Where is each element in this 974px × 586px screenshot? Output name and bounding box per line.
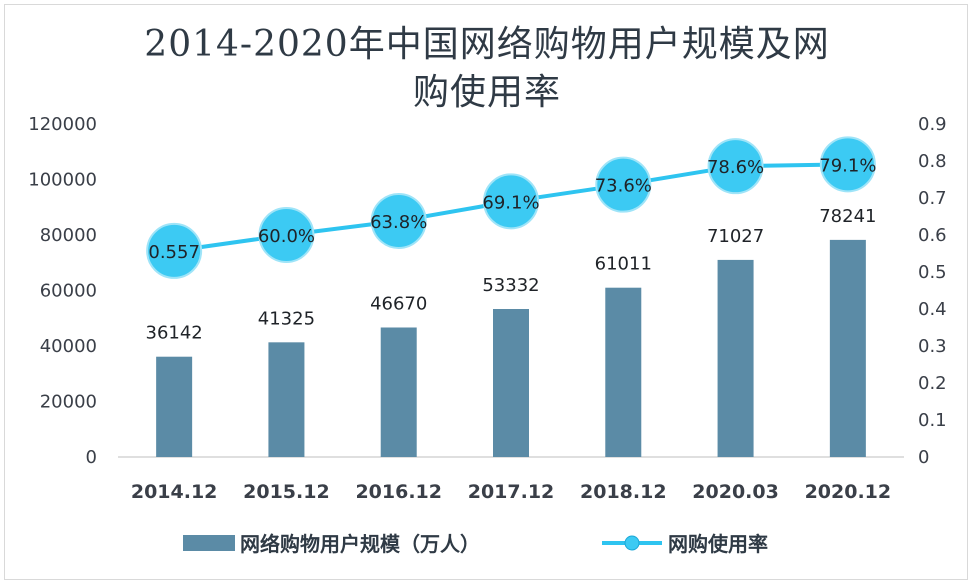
- bar: [156, 356, 193, 457]
- chart-title-line-1: 2014-2020年中国网络购物用户规模及网: [144, 24, 829, 65]
- right-axis-tick-label: 0.6: [918, 225, 947, 246]
- legend: 网络购物用户规模（万人） 网购使用率: [183, 532, 768, 556]
- bar-value-label: 78241: [819, 206, 876, 227]
- category-axis-labels: 2014.12 2015.12 2016.12 2017.12 2018.12 2020.…: [131, 481, 891, 503]
- right-axis-tick-label: 0.3: [918, 336, 947, 357]
- bar-value-label: 36142: [146, 323, 203, 344]
- right-axis-tick-label: 0.7: [918, 188, 947, 209]
- rate-value-label: 63.8%: [370, 212, 427, 233]
- rate-series: 0.557 60.0% 63.8% 69.1% 73.6% 78.6% 79.1%: [146, 136, 876, 279]
- left-axis-tick-label: 20000: [40, 392, 97, 413]
- category-label: 2016.12: [355, 481, 442, 503]
- rate-value-label: 78.6%: [707, 157, 764, 178]
- rate-value-label: 69.1%: [482, 192, 539, 213]
- bar: [717, 259, 754, 457]
- rate-marker: [146, 222, 203, 279]
- right-axis-tick-label: 0.8: [918, 151, 947, 172]
- legend-bar-label: 网络购物用户规模（万人）: [240, 532, 480, 556]
- category-label: 2020.12: [805, 481, 892, 503]
- bar: [380, 327, 417, 457]
- right-axis-tick-label: 0: [918, 447, 929, 468]
- rate-marker: [370, 192, 427, 249]
- rate-value-label: 73.6%: [595, 176, 652, 197]
- rate-marker: [595, 156, 652, 213]
- category-label: 2015.12: [243, 481, 330, 503]
- rate-value-label: 79.1%: [819, 155, 876, 176]
- bar-series: [156, 239, 866, 457]
- category-label: 2020.03: [692, 481, 779, 503]
- bar-value-labels: 36142 41325 46670 53332 61011 71027 78241: [146, 206, 877, 344]
- legend-line-label: 网购使用率: [668, 532, 768, 556]
- chart-frame: [4, 4, 968, 580]
- rate-marker: [258, 207, 315, 263]
- right-axis-tick-label: 0.2: [918, 373, 947, 394]
- bar-value-label: 46670: [370, 293, 427, 314]
- right-axis: 0 0.1 0.2 0.3 0.4 0.5 0.6 0.7 0.8 0.9: [918, 114, 947, 468]
- legend-bar-swatch: [183, 535, 235, 551]
- category-label: 2017.12: [468, 481, 555, 503]
- left-axis: 0 20000 40000 60000 80000 100000 120000: [28, 114, 97, 468]
- bar-value-label: 71027: [707, 226, 764, 247]
- rate-marker: [483, 173, 539, 230]
- category-label: 2014.12: [131, 481, 218, 503]
- rate-marker: [707, 138, 764, 195]
- bar-value-label: 41325: [258, 308, 315, 329]
- right-axis-tick-label: 0.4: [918, 299, 947, 320]
- bar: [268, 342, 305, 457]
- rate-marker: [819, 136, 876, 193]
- left-axis-tick-label: 0: [86, 447, 97, 468]
- bar-value-label: 53332: [482, 275, 539, 296]
- bar: [605, 287, 642, 457]
- chart-title-line-2: 购使用率: [413, 72, 561, 113]
- left-axis-tick-label: 40000: [40, 336, 97, 357]
- left-axis-tick-label: 120000: [28, 114, 97, 135]
- left-axis-tick-label: 80000: [40, 225, 97, 246]
- bar: [493, 309, 529, 457]
- left-axis-tick-label: 100000: [28, 170, 97, 191]
- bar-value-label: 61011: [595, 254, 652, 275]
- bar: [829, 239, 866, 457]
- right-axis-tick-label: 0.1: [918, 410, 947, 431]
- rate-value-label: 0.557: [148, 242, 200, 263]
- legend-line-marker: [624, 535, 640, 551]
- right-axis-tick-label: 0.9: [918, 114, 947, 135]
- right-axis-tick-label: 0.5: [918, 262, 947, 283]
- category-label: 2018.12: [580, 481, 667, 503]
- rate-value-label: 60.0%: [258, 226, 315, 247]
- left-axis-tick-label: 60000: [40, 281, 97, 302]
